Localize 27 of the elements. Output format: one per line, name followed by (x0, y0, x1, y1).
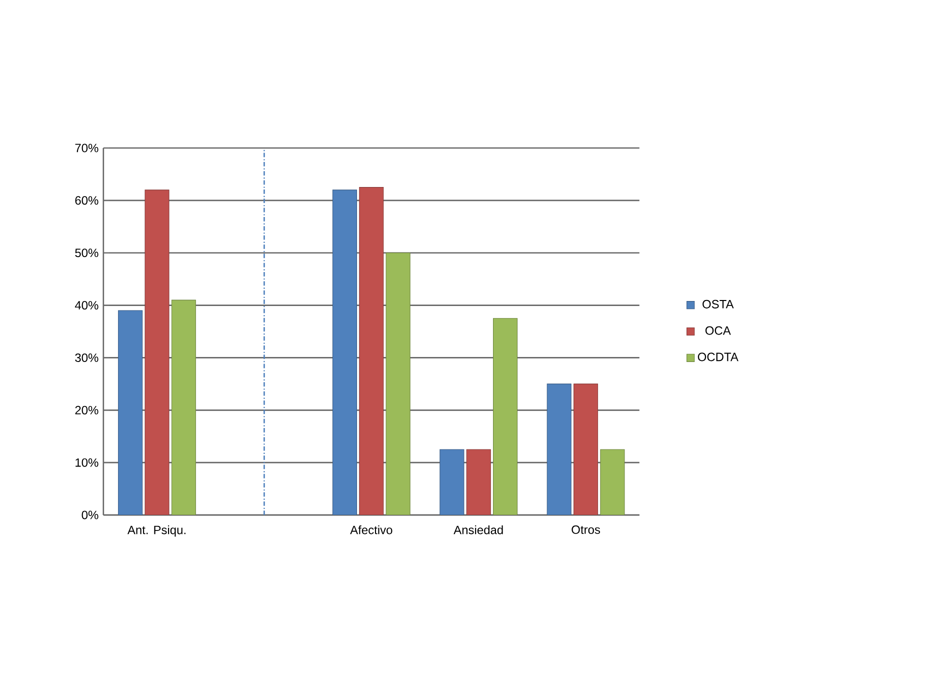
bar (332, 190, 358, 515)
legend-label: OCDTA (698, 352, 738, 362)
bar (386, 252, 410, 515)
y-tick-label: 40% (74, 301, 98, 310)
bar (492, 318, 518, 515)
y-tick-label: 30% (75, 353, 98, 362)
legend-label: OCA (705, 326, 731, 335)
bar (118, 310, 143, 515)
bar (359, 187, 384, 515)
x-tick-label: Afectivo (350, 525, 392, 534)
y-tick-label: 70% (75, 144, 98, 152)
bar (546, 384, 572, 515)
y-tick-label: 10% (76, 458, 98, 467)
y-tick-label: 60% (75, 196, 98, 205)
y-tick-label: 0% (82, 510, 98, 520)
legend-label: OSTA (702, 300, 734, 308)
x-tick-label: Otros (572, 525, 600, 534)
bar (466, 449, 491, 515)
x-tick-label: Ant. Psiqu. (127, 525, 186, 537)
y-tick-label: 20% (75, 406, 98, 414)
bar (440, 449, 464, 515)
bar (144, 190, 170, 515)
bar (171, 300, 196, 515)
x-tick-label: Ansiedad (454, 525, 503, 534)
bar (600, 449, 625, 515)
y-tick-label: 50% (75, 248, 98, 258)
bar (574, 384, 598, 515)
